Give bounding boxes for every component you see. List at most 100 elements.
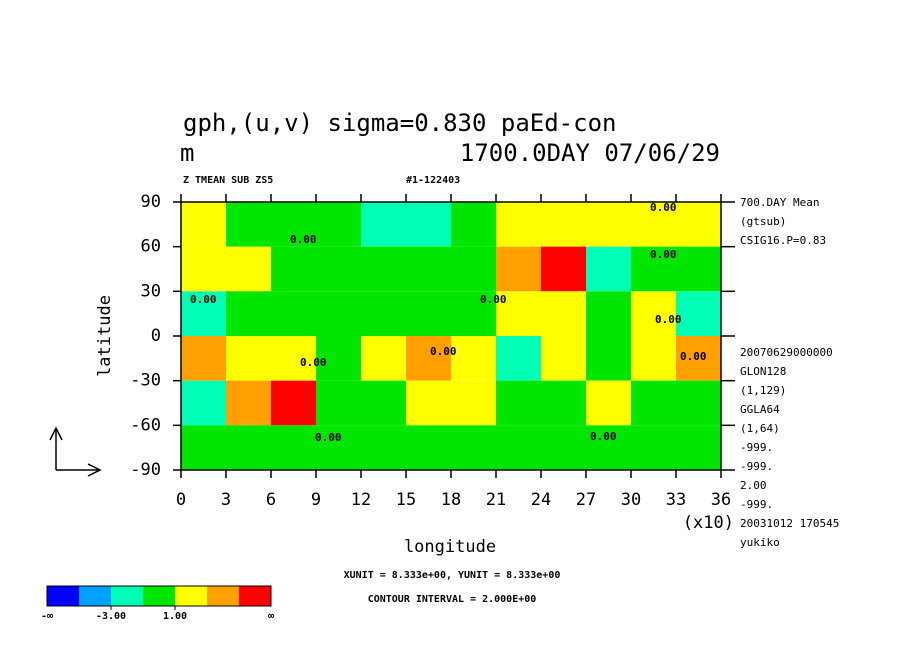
colorbar-low-label: -∞: [41, 611, 53, 622]
x-tick-label: 15: [396, 490, 416, 510]
field-cell: [586, 425, 631, 470]
field-cell: [496, 291, 541, 336]
field-cell: [361, 425, 406, 470]
subtitle: 1700.0DAY 07/06/29: [460, 139, 720, 167]
side-info: -999.: [740, 441, 773, 454]
y-tick-label: 90: [141, 192, 161, 212]
field-cell: [631, 425, 676, 470]
side-info: -999.: [740, 460, 773, 473]
contour-label: 0.00: [655, 313, 682, 326]
variable-label: Z TMEAN SUB ZS5: [183, 175, 273, 186]
x-tick-label: 9: [311, 490, 321, 510]
field-cell: [361, 291, 406, 336]
x-tick-label: 36: [711, 490, 731, 510]
field-cell: [226, 380, 271, 426]
field-cell: [361, 380, 406, 426]
field-cell: [316, 336, 361, 381]
field-cell: [496, 380, 541, 426]
field-cell: [271, 336, 316, 381]
field-cell: [271, 202, 316, 247]
field-cell: [316, 246, 361, 292]
side-info: (1,129): [740, 384, 786, 397]
field-cell: [676, 202, 721, 247]
field-cell: [181, 336, 226, 381]
field-cell: [316, 380, 361, 426]
field-cell: [451, 246, 496, 292]
y-tick-label: -60: [130, 415, 161, 435]
x-tick-label: 3: [221, 490, 231, 510]
contour-label: 0.00: [430, 345, 457, 358]
x-scale-label: (x10): [683, 513, 734, 533]
field-cell: [451, 336, 496, 381]
field-cell: [406, 380, 451, 426]
field-cell: [361, 202, 406, 247]
field-cell: [406, 246, 451, 292]
side-info: 20070629000000: [740, 346, 833, 359]
field-cell: [541, 425, 586, 470]
side-info: CSIG16.P=0.83: [740, 234, 826, 247]
field-cell: [496, 202, 541, 247]
field-cell: [676, 291, 721, 336]
colorbar-high-label: ∞: [268, 611, 274, 622]
x-tick-label: 21: [486, 490, 506, 510]
contour-label: 0.00: [315, 431, 342, 444]
field-cell: [541, 202, 586, 247]
contour-label: 0.00: [300, 356, 327, 369]
field-cell: [676, 336, 721, 381]
field-cell: [271, 380, 316, 426]
contour-label: 0.00: [650, 248, 677, 261]
field-cell: [586, 202, 631, 247]
field-cell: [586, 336, 631, 381]
field-cell: [451, 291, 496, 336]
x-tick-label: 30: [621, 490, 641, 510]
x-axis-label: longitude: [404, 537, 496, 557]
side-info: 700.DAY Mean: [740, 196, 819, 209]
field-cell: [541, 291, 586, 336]
field-cell: [676, 425, 721, 470]
field-cell: [406, 336, 451, 381]
field-cell: [541, 336, 586, 381]
side-info: 20031012 170545: [740, 517, 839, 530]
field-cell: [631, 246, 676, 292]
field-cell: [586, 291, 631, 336]
field-cell: [271, 425, 316, 470]
unit: m: [180, 139, 194, 167]
colorbar-tick-label: -3.00: [96, 611, 126, 622]
field-cell: [406, 425, 451, 470]
field-cell: [541, 380, 586, 426]
colorbar-segment: [207, 586, 239, 606]
y-tick-label: 0: [151, 326, 161, 346]
field-cell: [631, 336, 676, 381]
field-cell: [181, 380, 226, 426]
y-tick-label: 30: [141, 281, 161, 301]
field-cell: [181, 291, 226, 336]
field-cell: [496, 425, 541, 470]
field-cell: [631, 291, 676, 336]
contour-interval-note: CONTOUR INTERVAL = 2.000E+00: [368, 594, 537, 605]
field-cell: [631, 202, 676, 247]
field-cell: [676, 246, 721, 292]
field-cell: [451, 202, 496, 247]
colorbar-segment: [47, 586, 79, 606]
field-cell: [226, 291, 271, 336]
run-label: #1-122403: [406, 175, 460, 186]
y-tick-label: 60: [141, 237, 161, 257]
x-tick-label: 6: [266, 490, 276, 510]
chart-title: gph,(u,v) sigma=0.830 paEd-con: [183, 109, 616, 137]
field-cell: [226, 425, 271, 470]
side-info: yukiko: [740, 536, 780, 549]
units-note: XUNIT = 8.333e+00, YUNIT = 8.333e+00: [344, 570, 561, 581]
side-info: 2.00: [740, 479, 767, 492]
contour-label: 0.00: [190, 293, 217, 306]
field-cell: [586, 380, 631, 426]
field-cell: [181, 246, 226, 292]
field-cell: [361, 336, 406, 381]
x-tick-label: 24: [531, 490, 551, 510]
colorbar-segment: [79, 586, 111, 606]
colorbar-segment: [239, 586, 271, 606]
field-cell: [271, 246, 316, 292]
side-info: (1,64): [740, 422, 780, 435]
side-info: GGLA64: [740, 403, 780, 416]
axis-orientation-icon: [49, 426, 102, 477]
